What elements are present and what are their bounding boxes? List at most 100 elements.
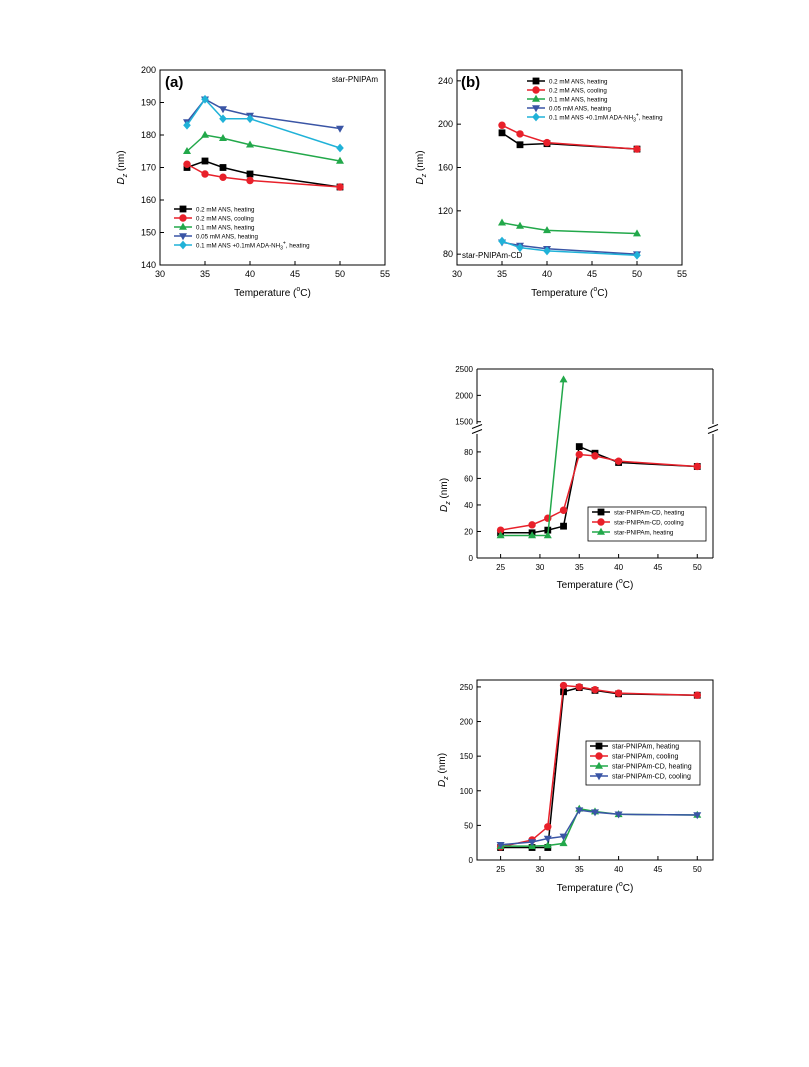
chart-d-xtick-label: 50 [693,865,702,874]
chart-b-legend-swatch-marker [532,105,540,113]
chart-a-point-0-2-mm-ans-heating [201,157,209,165]
chart-b-xlabel: Temperature (oC) [531,286,608,299]
chart-b-point-0-1-mm-ans-heating [498,218,506,226]
chart-a-point-0-1-mm-ans-0-1mm-ada-nh3-heating [201,94,209,104]
chart-c-svg: 25 30 35 40 45 50 0 20 40 60 80 1500 2000 2500 Tempera… [439,365,719,591]
chart-c-line-star-pnipam-heating [500,379,565,537]
chart-d-point-star-pnipam-cooling [575,683,583,691]
chart-b-ytick-label: 200 [438,119,453,129]
chart-d-point-star-pnipam-cooling [591,685,599,694]
chart-b-legend-swatch-marker [532,86,540,94]
chart-c-ytick-label: 2000 [455,391,473,400]
chart-c-xtick-label: 35 [575,563,584,572]
chart-c: 25 30 35 40 45 50 0 20 40 60 80 1500 2000 2500 Tempera… [420,355,730,620]
chart-b-ytick-label: 240 [438,76,453,86]
chart-c-legend-label-star-pnipam-cd-cooling: star-PNIPAm-CD, cooling [614,520,684,527]
chart-a-ytick-label: 170 [141,163,156,173]
chart-a: 30 35 40 45 50 55 140 150 160 170 180 190 200 Tempera… [100,55,400,315]
chart-a-series-0-1-mm-ans-heating [183,130,344,164]
chart-a-point-0-1-mm-ans-heating [246,140,254,148]
chart-a-ytick-label: 190 [141,98,156,108]
chart-c-series-star-pnipam-cd-cooling [496,450,701,534]
chart-a-ytick-label: 200 [141,65,156,75]
chart-d-xtick-label: 30 [535,865,544,874]
chart-c-axis-break-mark-1 [707,424,719,429]
chart-c-xtick-label: 30 [535,563,544,572]
chart-b-legend-label-0-2-mm-ans-heating: 0.2 mM ANS, heating [549,79,608,86]
chart-d-svg: 25 30 35 40 45 50 0 50 100 150 200 250 Temperature (… [437,679,714,894]
chart-d-ytick-label: 250 [460,683,474,692]
chart-a-point-0-1-mm-ans-heating [201,130,209,138]
chart-c-xtick-label: 50 [693,563,702,572]
chart-b-panel-label: (b) [461,74,480,91]
chart-b-legend-label-0-05-mm-ans-heating: 0.05 mM ANS, heating [549,106,611,113]
chart-c-point-star-pnipam-cd-cooling [575,450,583,459]
chart-c-legend-swatch-marker [597,518,605,526]
chart-a-svg: 30 35 40 45 50 55 140 150 160 170 180 190 200 Tempera… [116,65,390,299]
chart-d-ytick-label: 0 [469,856,474,865]
chart-b-point-0-2-mm-ans-heating [516,141,524,149]
chart-b-point-0-2-mm-ans-cooling [498,121,506,129]
chart-b-legend-swatch-marker [532,94,540,102]
chart-d-point-star-pnipam-cd-heating [543,841,552,849]
chart-a-point-0-2-mm-ans-cooling [201,170,209,178]
chart-b-xtick-label: 50 [632,269,642,279]
chart-b-xtick-label: 45 [587,269,597,279]
chart-d-legend-label-star-pnipam-heating: star-PNIPAm, heating [612,744,679,751]
chart-d-point-star-pnipam-cd-cooling [543,835,552,843]
chart-a-point-0-1-mm-ans-0-1mm-ada-nh3-heating [183,120,191,130]
chart-c-ytick-label: 60 [464,474,473,483]
chart-d-xtick-label: 45 [653,865,662,874]
chart-c-point-star-pnipam-cd-heating [560,522,567,530]
chart-b-ytick-label: 120 [438,206,453,216]
chart-a-xtick-label: 50 [335,269,345,279]
chart-d-point-star-pnipam-cd-cooling [614,811,623,819]
chart-b: 30 35 40 45 50 55 80 120 160 200 240 Temperature (o… [405,55,705,315]
chart-c-axis-break-mark-0 [471,429,483,434]
chart-d-point-star-pnipam-cd-cooling [591,809,599,817]
chart-a-series-0-1-mm-ans-0-1mm-ada-nh3-heating [183,94,344,153]
chart-b-line-0-1-mm-ans-0-1mm-ada-nh3-heating [501,240,638,256]
chart-d-point-star-pnipam-cd-cooling [496,841,505,849]
chart-b-point-0-2-mm-ans-cooling [633,145,641,153]
chart-d-xtick-label: 40 [614,865,623,874]
chart-c-series-star-pnipam-heating [496,375,568,539]
chart-c-point-star-pnipam-cd-cooling [614,457,623,465]
chart-b-svg: 30 35 40 45 50 55 80 120 160 200 240 Temperature (o… [415,69,687,299]
chart-b-xtick-label: 55 [677,269,687,279]
chart-a-xtick-label: 45 [290,269,300,279]
chart-c-legend-swatch-marker [597,527,605,535]
chart-c-point-star-pnipam-cd-cooling [559,506,568,514]
chart-a-line-0-2-mm-ans-heating [186,160,341,188]
chart-d-point-star-pnipam-cd-cooling [693,812,702,820]
chart-d-xtick-label: 35 [575,865,584,874]
chart-a-legend-label-0-2-mm-ans-heating: 0.2 mM ANS, heating [196,207,255,214]
chart-d-point-star-pnipam-cd-cooling [559,833,568,841]
chart-a-ytick-label: 140 [141,260,156,270]
chart-b-xtick-label: 40 [542,269,552,279]
chart-a-point-0-2-mm-ans-cooling [219,173,227,181]
chart-d-point-star-pnipam-cooling [544,823,552,831]
chart-c-point-star-pnipam-cd-heating [575,443,583,450]
chart-a-panel-label: (a) [165,74,183,91]
chart-d-legend-label-star-pnipam-cooling: star-PNIPAm, cooling [612,754,678,761]
chart-d-legend-swatch-marker [595,752,603,760]
chart-b-point-0-1-mm-ans-heating [516,221,524,229]
chart-c-ytick-label: 1500 [455,418,473,427]
chart-c-ytick-label: 40 [464,501,473,510]
chart-a-ytick-label: 160 [141,195,156,205]
chart-a-annotation: star-PNIPAm [332,75,378,84]
chart-d-legend-box [585,740,701,786]
chart-d-ylabel: Dz (nm) [437,753,450,787]
chart-a-ylabel: Dz (nm) [116,150,129,184]
chart-b-legend: 0.2 mM ANS, heating 0.2 mM ANS, cooling 0.… [527,77,663,124]
chart-b-line-0-2-mm-ans-cooling [501,124,638,150]
chart-a-point-0-2-mm-ans-heating [219,164,227,171]
chart-b-point-0-2-mm-ans-heating [498,129,506,137]
chart-a-xlabel: Temperature (oC) [234,286,311,299]
chart-b-legend-swatch-marker [532,77,540,85]
chart-c-legend-label-star-pnipam-cd-heating: star-PNIPAm-CD, heating [614,510,685,517]
chart-c-ytick-label: 80 [464,448,473,457]
chart-a-line-0-1-mm-ans-heating [186,134,341,162]
chart-a-point-0-05-mm-ans-heating [219,106,227,114]
